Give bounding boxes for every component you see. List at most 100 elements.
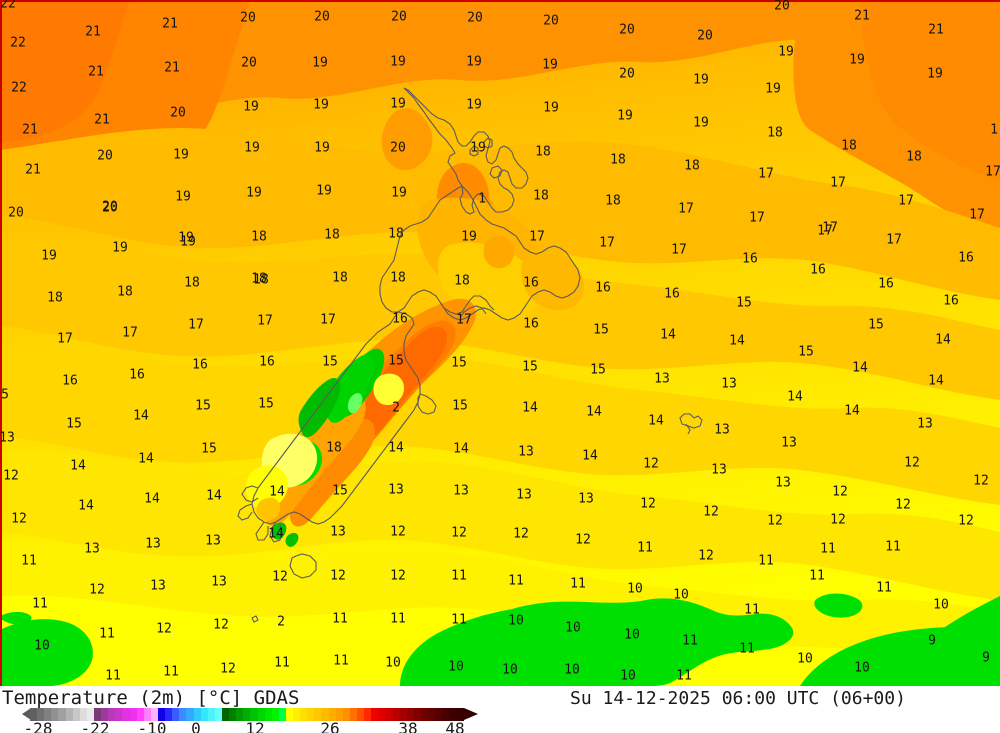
temperature-value-label: 11 xyxy=(32,596,48,612)
temperature-value-label: 11 xyxy=(739,641,755,657)
temperature-value-label: 20 xyxy=(314,9,330,25)
legend-swatch xyxy=(378,708,386,721)
legend-tick-label: 26 xyxy=(320,719,340,733)
temperature-value-label: 17 xyxy=(749,210,765,226)
temperature-value-label: 14 xyxy=(852,360,868,376)
legend-swatch xyxy=(371,708,379,721)
temperature-value-label: 12 xyxy=(156,621,172,637)
legend-swatch xyxy=(37,708,45,721)
legend-swatch xyxy=(264,708,272,721)
temperature-value-label: 18 xyxy=(332,270,348,286)
temperature-value-label: 21 xyxy=(25,162,41,178)
temperature-value-label: 14 xyxy=(935,332,951,348)
temperature-value-label: 20 xyxy=(697,28,713,44)
map-border-top xyxy=(0,0,1000,2)
temperature-value-label: 17 xyxy=(188,317,204,333)
legend-swatch xyxy=(293,708,301,721)
temperature-value-label: 16 xyxy=(664,286,680,302)
legend-swatch xyxy=(72,708,80,721)
temperature-value-label: 11 xyxy=(820,541,836,557)
legend-swatch xyxy=(442,708,450,721)
temperature-value-label: 14 xyxy=(787,389,803,405)
temperature-value-label: 14 xyxy=(453,441,469,457)
temperature-value-label: 14 xyxy=(133,408,149,424)
legend-swatch xyxy=(51,708,59,721)
temperature-value-label: 19 xyxy=(175,189,191,205)
temperature-value-label: 15 xyxy=(451,355,467,371)
legend-swatch xyxy=(243,708,251,721)
legend-swatch xyxy=(200,708,208,721)
legend-swatch xyxy=(357,708,365,721)
temperature-value-label: 10 xyxy=(508,613,524,629)
temperature-value-label: 20 xyxy=(467,10,483,26)
temperature-value-label: 21 xyxy=(928,22,944,38)
legend-tick-label: 12 xyxy=(245,719,265,733)
temperature-value-label: 12 xyxy=(220,661,236,677)
temperature-value-label: 11 xyxy=(508,573,524,589)
temperature-value-label: 14 xyxy=(206,488,222,504)
legend-swatch xyxy=(399,708,407,721)
temperature-value-label: 11 xyxy=(637,540,653,556)
temperature-value-label: 18 xyxy=(535,144,551,160)
temperature-value-label: 10 xyxy=(627,581,643,597)
temperature-value-label: 18 xyxy=(610,152,626,168)
temperature-value-label: 17 xyxy=(985,164,1000,180)
legend-swatch xyxy=(307,708,315,721)
temperature-value-label: 18 xyxy=(253,272,269,288)
temperature-value-label: 11 xyxy=(274,655,290,671)
temperature-value-label: 17 xyxy=(671,242,687,258)
temperature-value-label: 16 xyxy=(742,251,758,267)
temperature-value-label: 12 xyxy=(3,468,19,484)
color-legend[interactable] xyxy=(22,706,482,723)
temperature-value-label: 12 xyxy=(11,511,27,527)
legend-swatch xyxy=(150,708,158,721)
temperature-value-label: 14 xyxy=(586,404,602,420)
legend-swatch xyxy=(101,708,109,721)
temperature-value-label: 13 xyxy=(516,487,532,503)
temperature-value-label: 12 xyxy=(213,617,229,633)
temperature-value-label: 20 xyxy=(241,55,257,71)
temperature-value-label: 14 xyxy=(388,440,404,456)
legend-swatch xyxy=(449,708,457,721)
temperature-value-label: 10 xyxy=(34,638,50,654)
temperature-value-label: 12 xyxy=(513,526,529,542)
valid-time-label: Su 14-12-2025 06:00 UTC (06+00) xyxy=(570,688,906,709)
legend-swatch xyxy=(207,708,215,721)
temperature-value-label: 14 xyxy=(729,333,745,349)
legend-swatch xyxy=(456,708,464,721)
legend-swatch xyxy=(93,708,102,721)
temperature-value-label: 12 xyxy=(643,456,659,472)
temperature-value-label: 19 xyxy=(112,240,128,256)
legend-swatch xyxy=(157,708,166,721)
temperature-value-label: 17 xyxy=(320,312,336,328)
temperature-value-label: 20 xyxy=(97,148,113,164)
temperature-value-label: 19 xyxy=(461,229,477,245)
temperature-value-label: 16 xyxy=(129,367,145,383)
temperature-value-label: 16 xyxy=(392,311,408,327)
temperature-value-label: 20 xyxy=(240,10,256,26)
temperature-value-label: 20 xyxy=(774,0,790,14)
legend-swatch xyxy=(271,708,279,721)
temperature-value-label: 15 xyxy=(868,317,884,333)
temperature-value-label: 17 xyxy=(817,223,833,239)
temperature-value-label: 17 xyxy=(969,207,985,223)
temperature-value-label: 10 xyxy=(565,620,581,636)
temperature-value-label: 16 xyxy=(523,275,539,291)
temperature-value-label: 10 xyxy=(620,668,636,684)
temperature-value-label: 20 xyxy=(8,205,24,221)
temperature-value-label: 16 xyxy=(62,373,78,389)
temperature-value-label: 21 xyxy=(164,60,180,76)
temperature-value-label: 18 xyxy=(326,440,342,456)
temperature-value-label: 15 xyxy=(201,441,217,457)
temperature-value-label: 13 xyxy=(205,533,221,549)
temperature-value-label: 19 xyxy=(617,108,633,124)
temperature-value-label: 17 xyxy=(678,201,694,217)
temperature-map[interactable]: 22 21 21 20 20 20 20 20 20 20 20 19 21 19 21 19 22 21 21 20… xyxy=(0,0,1000,686)
temperature-value-label: 18 xyxy=(906,149,922,165)
temperature-value-label: 2 xyxy=(392,400,400,416)
temperature-value-label: 15 xyxy=(258,396,274,412)
legend-swatch xyxy=(79,708,87,721)
temperature-value-label: 16 xyxy=(259,354,275,370)
temperature-value-label: 16 xyxy=(523,316,539,332)
legend-swatch xyxy=(278,708,286,721)
